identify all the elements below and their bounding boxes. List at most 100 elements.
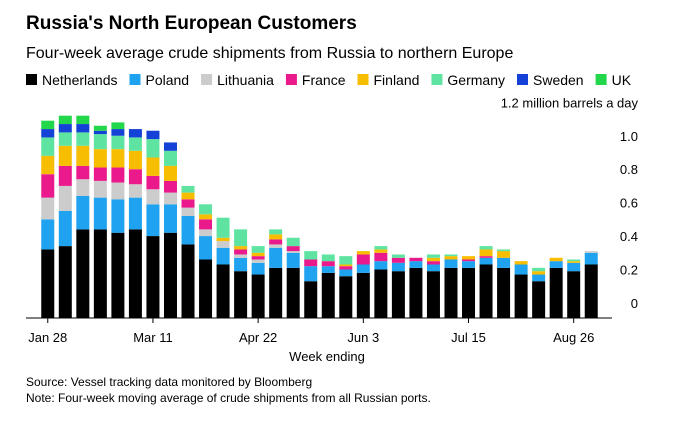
bar-segment <box>58 115 72 125</box>
source: Source: Vessel tracking data monitored b… <box>26 375 312 389</box>
bar-segment <box>93 149 107 168</box>
bar-segment <box>146 189 160 205</box>
bar-segment <box>462 259 476 262</box>
legend-swatch <box>26 74 37 85</box>
bar-segment <box>93 167 107 181</box>
bar-segment <box>304 259 318 267</box>
bar-segment <box>41 174 55 198</box>
bar-segment <box>497 251 511 258</box>
bar-segment <box>321 261 335 267</box>
bar-segment <box>532 271 546 275</box>
bar-segment <box>497 249 511 252</box>
bar-segment <box>146 204 160 237</box>
bar-segment <box>444 254 458 257</box>
legend-swatch <box>431 74 443 85</box>
bar-segment <box>128 229 142 318</box>
bar-segment <box>321 266 335 273</box>
bar-segment <box>128 150 142 170</box>
bar-segment <box>76 145 90 166</box>
legend-swatch <box>357 74 369 85</box>
bar-segment <box>269 234 283 240</box>
bar-segment <box>356 251 370 255</box>
bar-segment <box>286 251 300 253</box>
bar-segment <box>76 165 90 180</box>
bar-segment <box>584 264 598 318</box>
chart-title: Russia's North European Customers <box>26 13 357 34</box>
bar-segment <box>321 254 335 262</box>
bar-segment <box>93 180 107 198</box>
bar-segment <box>304 266 318 282</box>
bar-segment <box>339 269 353 277</box>
bar-segment <box>93 197 107 230</box>
bar-segment <box>426 271 440 318</box>
bar-segment <box>216 237 230 242</box>
bar-segment <box>111 167 125 183</box>
y-tick-label: 0.4 <box>620 229 638 244</box>
bar-segment <box>216 247 230 265</box>
bar-segment <box>339 276 353 318</box>
bar-segment <box>234 249 248 255</box>
bar-segment <box>549 257 563 262</box>
bar-segment <box>584 251 598 253</box>
bar-segment <box>111 232 125 318</box>
x-tick-label: Apr 22 <box>239 330 277 345</box>
bar-segment <box>251 259 265 263</box>
bar-segment <box>391 271 405 318</box>
bar-segment <box>58 124 72 133</box>
bar-segment <box>146 130 160 140</box>
bar-segment <box>181 192 195 200</box>
bar-segment <box>128 129 142 138</box>
bar-segment <box>514 264 528 275</box>
bar-segment <box>41 155 55 175</box>
y-tick-label: 0.6 <box>620 196 638 211</box>
bar-segment <box>339 266 353 270</box>
bar-segment <box>41 137 55 156</box>
bar-segment <box>234 271 248 318</box>
x-tick-label: Jun 3 <box>347 330 379 345</box>
bar-segment <box>199 219 213 230</box>
bar-segment <box>76 195 90 230</box>
bar-segment <box>479 249 493 257</box>
bar-segment <box>76 132 90 146</box>
bar-segment <box>251 256 265 260</box>
bar-segment <box>532 274 546 282</box>
bar-segment <box>163 192 177 205</box>
bar-segment <box>356 272 370 318</box>
bar-segment <box>304 281 318 318</box>
bar-segment <box>41 197 55 220</box>
bar-segment <box>41 249 55 318</box>
legend-swatch <box>517 74 528 85</box>
bar-segment <box>444 267 458 318</box>
bar-segment <box>128 137 142 151</box>
legend-swatch <box>201 74 213 85</box>
legend-swatch <box>285 74 297 85</box>
bar-segment <box>199 214 213 220</box>
bar-segment <box>58 246 72 318</box>
bar-segment <box>374 249 388 253</box>
bar-segment <box>514 274 528 318</box>
legend-swatch <box>595 74 607 85</box>
bar-segment <box>391 257 405 263</box>
bar-segment <box>93 130 107 135</box>
bar-segment <box>41 129 55 138</box>
bar-segment <box>93 134 107 150</box>
bar-segment <box>181 185 195 193</box>
bar-segment <box>111 149 125 168</box>
legend-label: Netherlands <box>42 72 118 88</box>
bar-segment <box>374 246 388 250</box>
bar-segment <box>216 241 230 248</box>
bar-segment <box>567 261 581 263</box>
bar-segment <box>356 254 370 265</box>
bar-segment <box>532 281 546 318</box>
bar-segment <box>163 204 177 233</box>
bar-segment <box>286 267 300 318</box>
bar-segment <box>163 142 177 151</box>
bar-segment <box>514 261 528 265</box>
x-axis-label: Week ending <box>289 349 365 364</box>
bar-segment <box>497 267 511 318</box>
x-tick-label: Jan 28 <box>28 330 67 345</box>
bar-segment <box>409 261 423 268</box>
bar-segment <box>251 274 265 318</box>
bar-segment <box>479 264 493 318</box>
bar-segment <box>199 259 213 318</box>
